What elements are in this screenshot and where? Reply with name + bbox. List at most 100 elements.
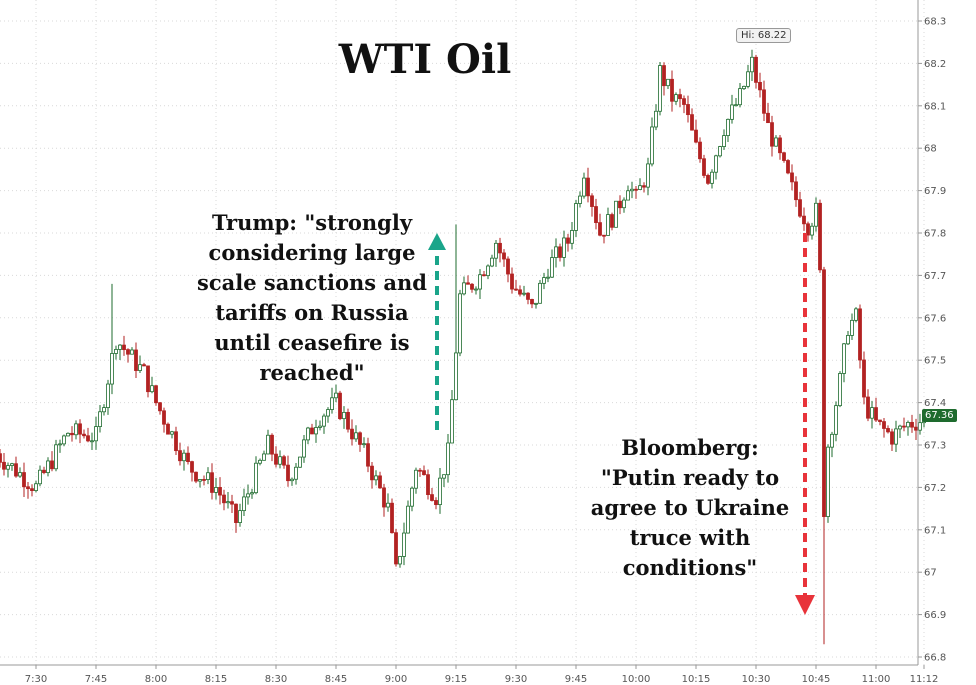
candle-body (10, 463, 14, 466)
candle (126, 348, 130, 363)
candle-body (734, 104, 738, 107)
candle (902, 417, 906, 432)
candle-body (202, 479, 206, 481)
candle-body (302, 439, 306, 458)
candle (150, 376, 154, 394)
candle (246, 484, 250, 505)
candle-body (402, 532, 406, 557)
candle-body (390, 502, 394, 534)
candle-body (502, 252, 506, 260)
candle (626, 185, 630, 201)
candle-body (374, 475, 378, 481)
candle (550, 249, 554, 279)
candle-body (50, 460, 54, 470)
candle (910, 414, 914, 433)
y-tick-label: 68.3 (924, 17, 946, 28)
candle-body (866, 396, 870, 419)
candle-body (166, 423, 170, 435)
candle (438, 467, 442, 514)
x-axis-ticks: 7:30 7:45 8:00 8:15 8:30 8:45 9:00 9:15 9:30 9:45… (25, 665, 938, 685)
candle-body (298, 456, 302, 468)
candle-body (78, 423, 82, 435)
candle (74, 420, 78, 440)
candle (582, 172, 586, 199)
candle (354, 425, 358, 442)
trump-annotation-line: considering large (208, 240, 416, 265)
candle (58, 439, 62, 453)
candle (462, 276, 466, 296)
candle-body (66, 432, 70, 437)
candle (134, 342, 138, 378)
candle (614, 200, 618, 228)
candle (546, 268, 550, 283)
candle-body (158, 402, 162, 412)
candle (186, 446, 190, 465)
y-tick-label: 67.5 (924, 356, 946, 367)
candle (434, 497, 438, 510)
candle (738, 82, 742, 108)
candle (338, 390, 342, 421)
x-tick-label: 7:30 (25, 674, 47, 685)
candle-body (270, 434, 274, 455)
candle (234, 503, 238, 533)
candle (366, 437, 370, 473)
down-arrow-head (795, 595, 815, 615)
candle (306, 426, 310, 445)
candle-body (274, 453, 278, 465)
x-tick-label: 8:15 (205, 674, 227, 685)
candle (806, 221, 810, 242)
candle (210, 463, 214, 500)
candle-body (346, 411, 350, 430)
candle-body (182, 452, 186, 462)
candle-body (530, 298, 534, 305)
y-tick-label: 67.8 (924, 229, 946, 240)
candle (178, 442, 182, 466)
candle (794, 176, 798, 207)
candle-body (586, 177, 590, 197)
candle-body (570, 230, 574, 244)
candle (630, 181, 634, 199)
candle (530, 298, 534, 309)
candle (622, 197, 626, 213)
x-tick-label: 7:45 (85, 674, 107, 685)
candle-body (106, 383, 110, 409)
candle-body (590, 195, 594, 207)
candle-body (698, 141, 702, 160)
candle-body (750, 56, 754, 73)
candle (110, 283, 114, 395)
candle (258, 458, 262, 466)
candle-body (602, 234, 606, 237)
candle-body (594, 206, 598, 224)
candle (826, 444, 830, 523)
candle (286, 455, 290, 487)
candle-body (462, 282, 466, 295)
candle (326, 407, 330, 423)
y-tick-label: 67.1 (924, 525, 946, 536)
candle (294, 462, 298, 485)
candle-body (190, 461, 194, 473)
candle (734, 98, 738, 107)
candle-body (598, 222, 602, 236)
candle (542, 272, 546, 290)
candle-body (482, 274, 486, 277)
candle-body (246, 493, 250, 498)
candle (174, 426, 178, 456)
y-tick-label: 66.9 (924, 610, 946, 621)
candle-body (578, 195, 582, 204)
candle (422, 465, 426, 476)
candle (578, 191, 582, 208)
candle (586, 167, 590, 203)
candle-body (666, 78, 670, 87)
candle-body (874, 407, 878, 421)
bloomberg-annotation-line: "Putin ready to (600, 465, 780, 490)
candle-body (906, 421, 910, 428)
candle-body (198, 479, 202, 482)
x-tick-label: 8:30 (265, 674, 287, 685)
candle-body (322, 415, 326, 427)
candle-body (370, 465, 374, 481)
candle-body (414, 469, 418, 489)
candle-body (226, 501, 230, 504)
candle-body (310, 427, 314, 435)
candle (850, 313, 854, 340)
candle-body (342, 411, 346, 420)
